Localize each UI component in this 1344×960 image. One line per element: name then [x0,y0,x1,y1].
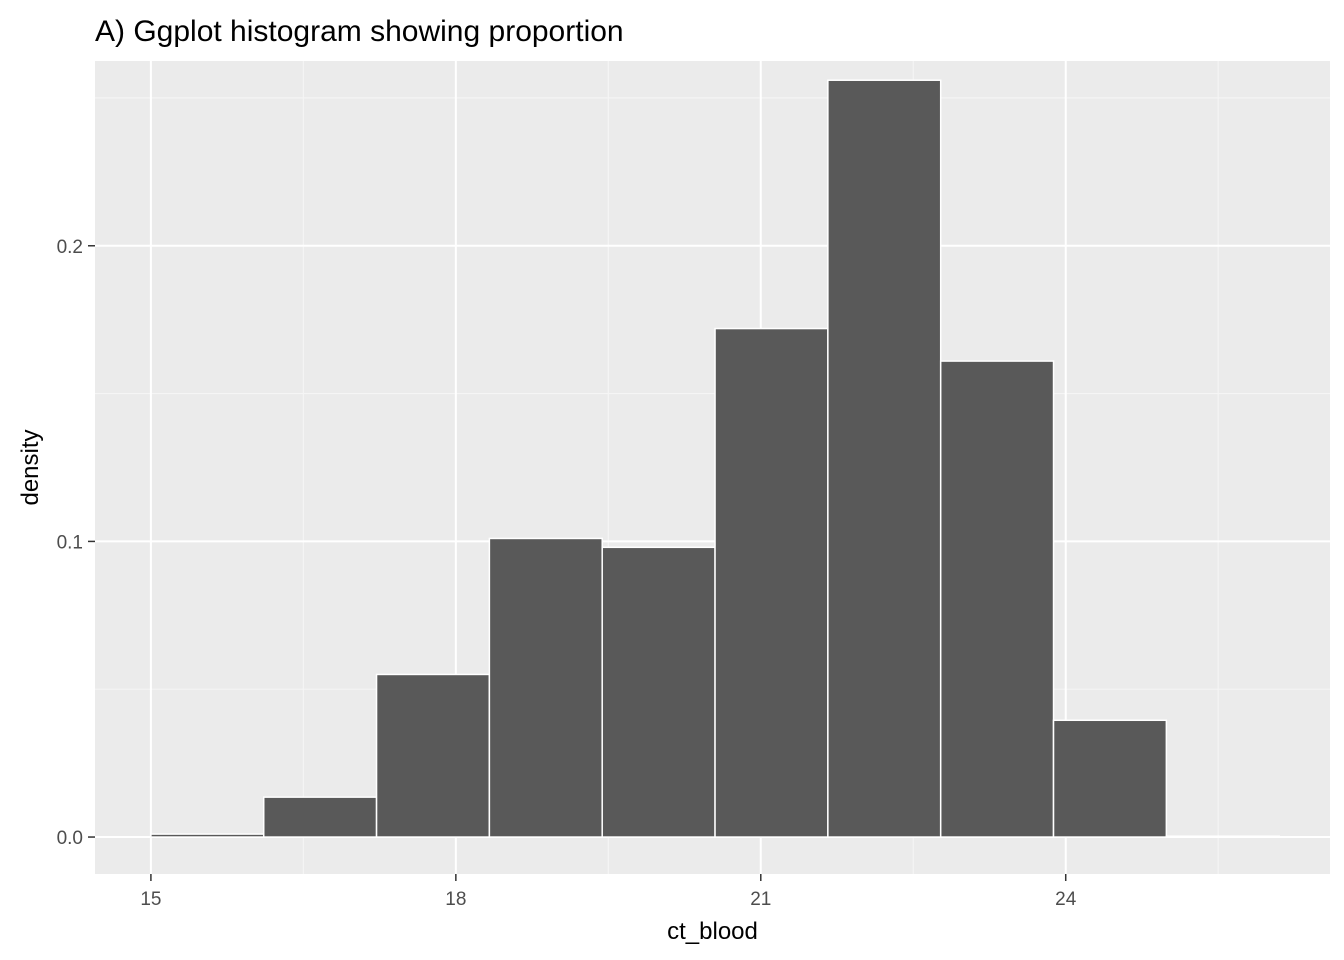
histogram-bar [601,546,716,838]
histogram-bar [939,360,1055,838]
histogram-bar [150,833,265,838]
histogram-bar [1165,835,1280,838]
y-axis-ticks: 0.0 0.1 0.2 [57,237,95,849]
chart-title: A) Ggplot histogram showing proportion [95,15,624,48]
x-tick-label: 15 [140,889,161,910]
x-tick-label: 18 [445,889,466,910]
histogram-bar [375,673,491,838]
histogram-bar [488,537,603,838]
y-tick-label: 0.0 [57,828,83,849]
x-tick-label: 24 [1055,889,1077,910]
histogram-bar [1052,719,1168,838]
y-tick-label: 0.2 [57,237,83,258]
x-axis-ticks: 15 18 21 24 [140,874,1077,910]
histogram-bar [714,327,829,838]
x-axis-title: ct_blood [667,918,758,945]
x-tick-label: 21 [750,889,771,910]
histogram-bars [150,79,1280,838]
y-axis-title: density [17,429,44,505]
histogram-bar [827,79,942,838]
histogram-bar [262,796,378,838]
y-tick-label: 0.1 [57,532,83,553]
